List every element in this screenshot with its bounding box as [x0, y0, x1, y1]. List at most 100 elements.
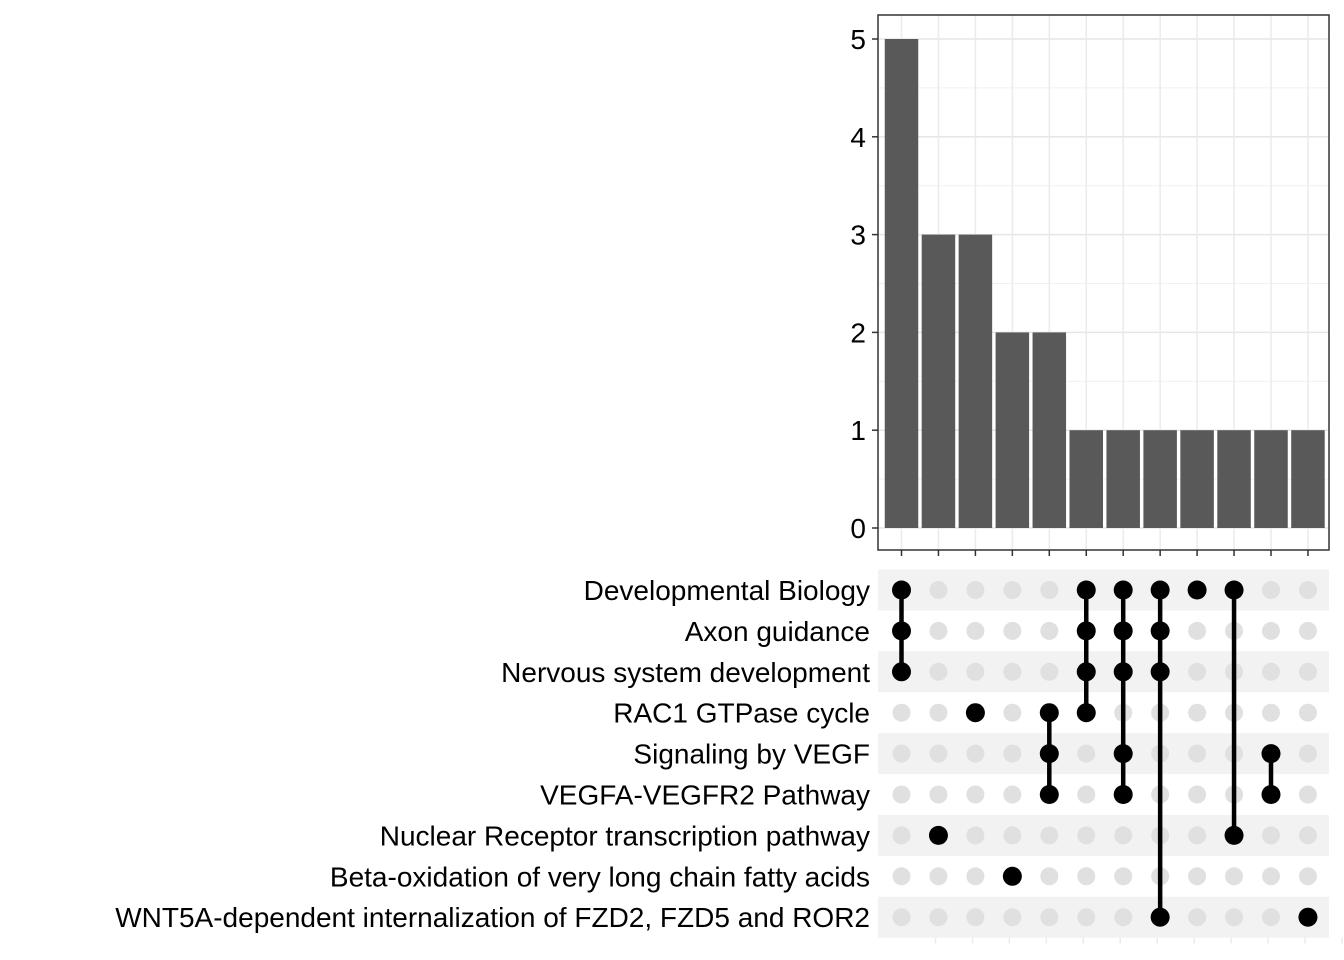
matrix-dot-inactive	[929, 621, 948, 640]
matrix-dot-inactive	[966, 867, 985, 886]
matrix-dot-inactive	[1003, 581, 1022, 599]
bar-4	[995, 332, 1030, 528]
matrix-dot-inactive	[1040, 826, 1059, 845]
matrix-dot-inactive	[1077, 908, 1096, 927]
matrix-dot-active	[1076, 580, 1096, 600]
matrix-dot-inactive	[929, 908, 948, 927]
y-tick-label: 1	[850, 415, 866, 446]
matrix-dot-inactive	[1003, 908, 1022, 927]
matrix-dot-active	[1113, 662, 1133, 682]
bar-11	[1254, 430, 1288, 528]
matrix-row-stripe	[878, 814, 1329, 856]
matrix-dot-active	[1187, 580, 1207, 600]
matrix-dot-inactive	[1298, 621, 1317, 640]
matrix-dot-active	[892, 580, 911, 600]
matrix-dot-inactive	[1077, 826, 1096, 845]
matrix-dot-active	[1039, 703, 1059, 723]
matrix-dot-inactive	[1188, 785, 1207, 804]
matrix-dot-inactive	[966, 581, 985, 599]
matrix-dot-inactive	[1298, 744, 1317, 763]
matrix-row-stripe	[878, 733, 1329, 775]
matrix-dot-inactive	[1003, 744, 1022, 763]
matrix-dot-active	[892, 621, 911, 641]
matrix-dot-inactive	[929, 867, 948, 886]
matrix-dot-active	[1113, 785, 1133, 804]
set-label: Developmental Biology	[584, 575, 870, 606]
matrix-dot-inactive	[1298, 867, 1317, 886]
matrix-dot-active	[1224, 580, 1244, 600]
matrix-dot-inactive	[1188, 908, 1207, 927]
bar-12	[1291, 430, 1325, 528]
matrix-dot-inactive	[1003, 785, 1022, 804]
matrix-dot-inactive	[1188, 826, 1207, 845]
matrix-dot-active	[1224, 825, 1244, 845]
matrix-dot-inactive	[966, 826, 985, 845]
y-tick-label: 5	[850, 24, 866, 55]
matrix-dot-active	[1039, 785, 1059, 804]
bar-panel-border	[877, 14, 1330, 551]
matrix-dot-inactive	[1040, 867, 1059, 886]
matrix-dot-inactive	[1077, 867, 1096, 886]
matrix-dot-inactive	[1262, 908, 1280, 927]
matrix-dot-inactive	[892, 908, 911, 927]
matrix-dot-inactive	[1188, 703, 1207, 722]
matrix-dot-inactive	[1114, 826, 1133, 845]
matrix-dot-inactive	[1077, 785, 1096, 804]
matrix-dot-active	[1076, 662, 1096, 682]
y-tick-label: 4	[850, 122, 866, 153]
matrix-panel: Developmental Biology Axon guidance Nervou…	[115, 569, 1343, 944]
matrix-dot-inactive	[892, 744, 911, 763]
matrix-dot-inactive	[1003, 621, 1022, 640]
y-tick-label: 0	[850, 513, 866, 544]
bar-3	[958, 234, 993, 528]
set-label: WNT5A-dependent internalization of FZD2,…	[115, 902, 870, 933]
matrix-dot-inactive	[1262, 703, 1280, 722]
matrix-dot-inactive	[1225, 908, 1244, 927]
matrix-dot-inactive	[1298, 785, 1317, 804]
matrix-dot-active	[1113, 621, 1133, 641]
bar-1	[884, 39, 919, 528]
matrix-row-stripe	[878, 651, 1329, 693]
matrix-dot-inactive	[1040, 581, 1059, 599]
matrix-dot-inactive	[892, 785, 911, 804]
matrix-row-stripe	[878, 569, 1329, 611]
matrix-dot-inactive	[1114, 867, 1133, 886]
matrix-dot-active	[1113, 580, 1133, 600]
matrix-dot-active	[965, 703, 985, 723]
matrix-dot-inactive	[1003, 826, 1022, 845]
matrix-dot-active	[892, 662, 911, 682]
matrix-dot-inactive	[966, 621, 985, 640]
matrix-dot-active	[1261, 744, 1281, 764]
matrix-dot-inactive	[929, 662, 948, 681]
matrix-dot-inactive	[1298, 826, 1317, 845]
matrix-dot-inactive	[966, 785, 985, 804]
matrix-dot-inactive	[1262, 826, 1280, 845]
matrix-dot-inactive	[929, 744, 948, 763]
matrix-dot-inactive	[929, 703, 948, 722]
matrix-dot-active	[928, 825, 948, 845]
set-label: Nervous system development	[501, 657, 870, 688]
matrix-dot-inactive	[929, 581, 948, 599]
set-label: Signaling by VEGF	[633, 739, 870, 770]
bar-5	[1032, 332, 1067, 528]
matrix-dot-active	[1150, 580, 1170, 600]
matrix-dot-active	[1039, 744, 1059, 764]
matrix-dot-inactive	[966, 662, 985, 681]
matrix-row-stripe	[878, 896, 1329, 938]
matrix-dot-active	[1150, 621, 1170, 641]
matrix-dot-inactive	[929, 785, 948, 804]
set-label: Beta-oxidation of very long chain fatty …	[330, 861, 870, 892]
matrix-dot-inactive	[1262, 662, 1280, 681]
matrix-dot-inactive	[1077, 744, 1096, 763]
matrix-dot-inactive	[1114, 908, 1133, 927]
matrix-dot-inactive	[1262, 581, 1280, 599]
bar-7	[1106, 430, 1140, 528]
y-tick-label: 2	[850, 317, 866, 348]
bar-6	[1069, 430, 1103, 528]
matrix-dot-inactive	[1298, 581, 1317, 599]
matrix-dot-active	[1002, 866, 1022, 886]
matrix-dot-inactive	[1040, 908, 1059, 927]
matrix-dot-inactive	[1298, 662, 1317, 681]
matrix-dot-active	[1076, 703, 1096, 723]
